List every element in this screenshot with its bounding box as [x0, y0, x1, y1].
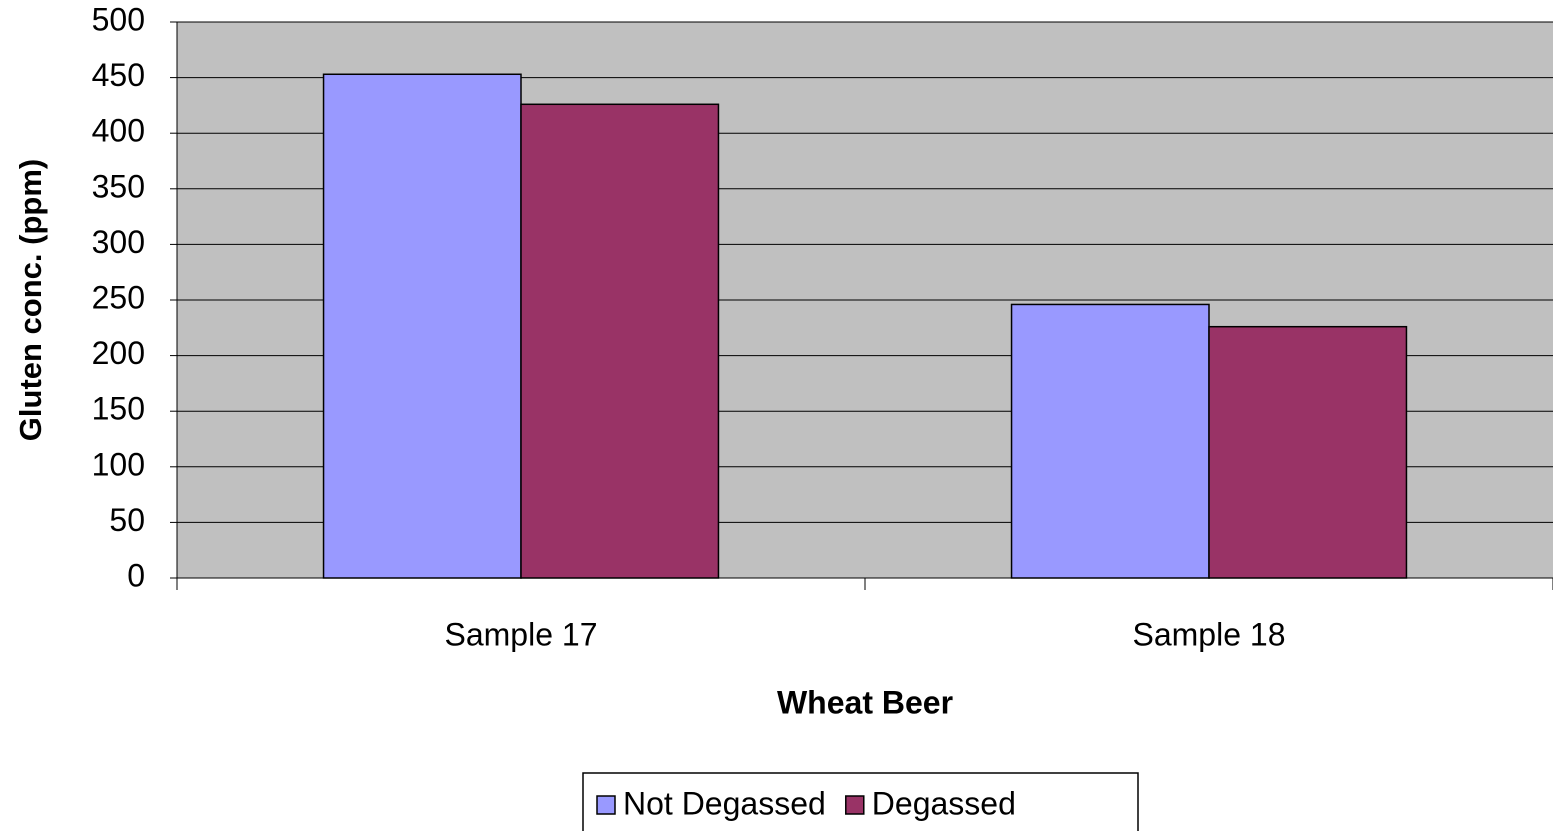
- x-tick-label: Sample 17: [445, 616, 598, 652]
- y-tick-label: 300: [92, 224, 145, 260]
- y-tick-label: 200: [92, 335, 145, 371]
- bar: [1208, 325, 1408, 579]
- y-tick-label: 450: [92, 57, 145, 93]
- y-tick-label: 250: [92, 279, 145, 315]
- y-axis-title: Gluten conc. (ppm): [13, 159, 48, 441]
- bar: [322, 73, 522, 579]
- bar: [520, 103, 720, 579]
- y-tick-label: 0: [127, 557, 145, 593]
- legend-swatch: [845, 795, 865, 815]
- legend-label: Not Degassed: [623, 785, 826, 821]
- y-tick-label: 400: [92, 113, 145, 149]
- y-tick-label: 500: [92, 1, 145, 37]
- x-tick-label: Sample 18: [1133, 616, 1286, 652]
- legend-swatch: [596, 795, 616, 815]
- x-axis-title: Wheat Beer: [777, 684, 953, 720]
- y-tick-label: 150: [92, 391, 145, 427]
- y-tick-label: 100: [92, 446, 145, 482]
- legend-label: Degassed: [872, 785, 1016, 821]
- y-tick-label: 350: [92, 168, 145, 204]
- bar: [1010, 303, 1210, 579]
- y-tick-label: 50: [109, 502, 145, 538]
